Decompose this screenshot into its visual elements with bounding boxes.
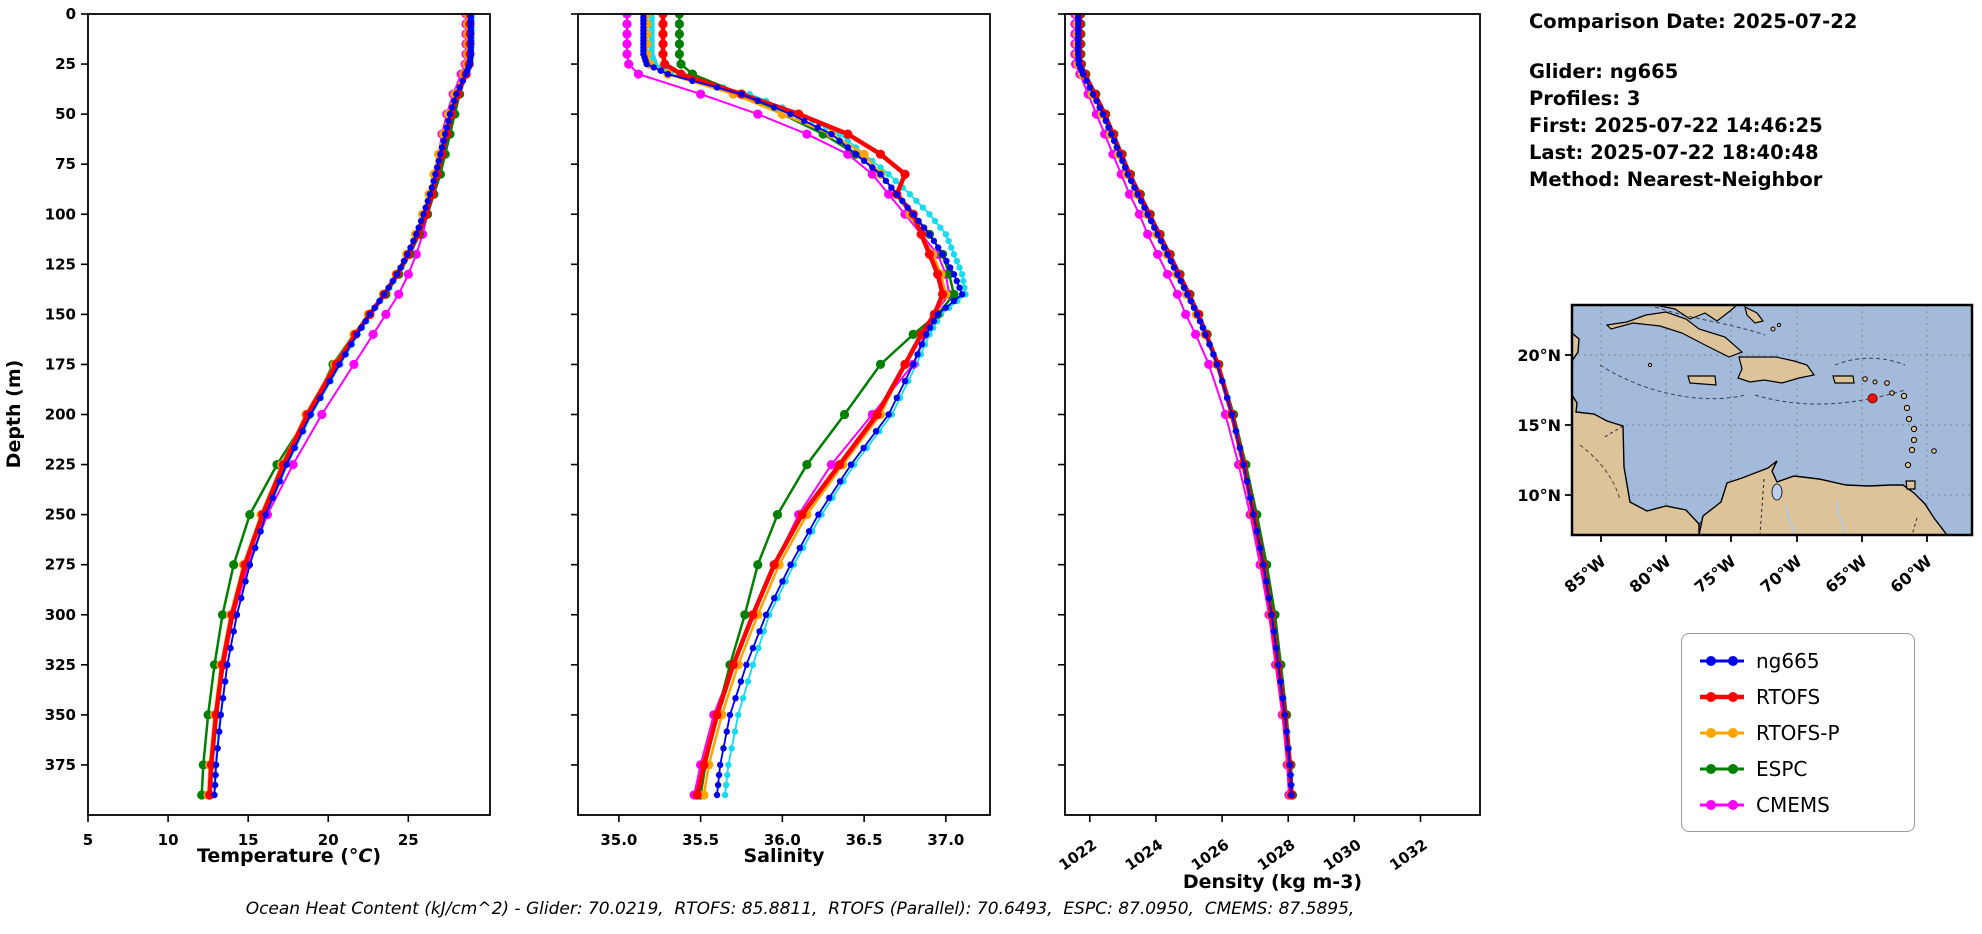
- map-frame: [1570, 303, 1974, 537]
- glider-name-text: Glider: ng665: [1529, 60, 1679, 83]
- legend-item-ng665: ng665: [1698, 647, 1898, 674]
- trinidad-island: [1905, 480, 1916, 490]
- legend-label: ESPC: [1756, 756, 1808, 781]
- legend-swatch: [1700, 691, 1744, 702]
- density-axis-label: Density (kg m-3): [1183, 871, 1362, 893]
- svg-text:150: 150: [45, 305, 76, 323]
- svg-text:350: 350: [45, 706, 76, 724]
- svg-text:35.0: 35.0: [600, 831, 637, 849]
- method-text: Method: Nearest-Neighbor: [1529, 168, 1823, 191]
- lat-label: 10°N: [1517, 486, 1561, 505]
- lon-label: 80°W: [1626, 551, 1675, 597]
- bahama-islands: [1744, 305, 1765, 324]
- legend-label: ng665: [1756, 648, 1820, 673]
- svg-text:200: 200: [45, 406, 76, 424]
- lon-label: 75°W: [1691, 551, 1740, 597]
- svg-text:1030: 1030: [1320, 836, 1365, 875]
- svg-text:225: 225: [45, 456, 76, 474]
- svg-text:0: 0: [66, 5, 76, 23]
- svg-text:10: 10: [158, 831, 179, 849]
- lon-label: 70°W: [1757, 551, 1806, 597]
- lat-label: 15°N: [1517, 416, 1561, 435]
- salinity-series-group: [622, 13, 969, 800]
- cuba-island: [1605, 311, 1744, 358]
- jamaica-island: [1687, 375, 1717, 386]
- lon-label: 65°W: [1822, 551, 1871, 597]
- info-spacer: [1529, 35, 1857, 58]
- density-profile-chart: 1022 1024 1026 1028 1030 1032 Density (kg m-3): [1056, 13, 1481, 893]
- legend-item-espc: ESPC: [1698, 755, 1898, 782]
- svg-text:175: 175: [45, 355, 76, 373]
- legend-item-cmems: CMEMS: [1698, 791, 1898, 818]
- svg-text:1024: 1024: [1122, 836, 1167, 875]
- legend-swatch: [1700, 655, 1744, 666]
- svg-text:75: 75: [55, 155, 76, 173]
- hispaniola-island: [1737, 356, 1816, 384]
- river-line: [1785, 504, 1796, 535]
- svg-text:25: 25: [55, 55, 76, 73]
- map-ticks: [1565, 354, 1928, 542]
- svg-text:50: 50: [55, 105, 76, 123]
- svg-text:250: 250: [45, 506, 76, 524]
- svg-text:325: 325: [45, 656, 76, 674]
- svg-text:1022: 1022: [1056, 836, 1101, 875]
- ohc-caption: Ocean Heat Content (kJ/cm^2) - Glider: 7…: [245, 899, 1355, 919]
- last-profile-time-text: Last: 2025-07-22 18:40:48: [1529, 141, 1819, 164]
- svg-text:36.0: 36.0: [764, 831, 801, 849]
- legend-label: CMEMS: [1756, 792, 1830, 817]
- temperature-axis-label: Temperature (°C): [197, 845, 381, 867]
- legend-item-rtofs-p: RTOFS-P: [1698, 719, 1898, 746]
- svg-text:125: 125: [45, 255, 76, 273]
- svg-text:35.5: 35.5: [682, 831, 719, 849]
- river-line: [1835, 499, 1846, 535]
- lesser-antilles-arc: [1647, 322, 1937, 469]
- legend-swatch: [1700, 763, 1744, 774]
- lat-label: 20°N: [1517, 346, 1561, 365]
- density-series-group: [1070, 13, 1298, 800]
- svg-text:25: 25: [398, 831, 419, 849]
- profiles-count-text: Profiles: 3: [1529, 87, 1641, 110]
- svg-text:37.0: 37.0: [927, 831, 964, 849]
- salinity-profile-chart: 35.0 35.5 36.0 36.5 37.0 Salinity: [571, 13, 991, 867]
- info-panel: Comparison Date: 2025-07-22 Glider: ng66…: [1529, 8, 1857, 193]
- temperature-profile-chart: 0 25 50 75 100 125 150 175 200 225 250 275 300 325 350…: [3, 5, 491, 867]
- map-inset: 20°N 15°N 10°N 85°W 80°W 75°W 70°W 65°W …: [1517, 303, 1974, 597]
- temperature-series-group: [197, 13, 475, 800]
- legend-swatch: [1700, 799, 1744, 810]
- comparison-date-text: Comparison Date: 2025-07-22: [1529, 10, 1858, 33]
- legend-item-rtofs: RTOFS: [1698, 683, 1898, 710]
- legend-label: RTOFS: [1756, 684, 1821, 709]
- lon-label: 60°W: [1887, 551, 1936, 597]
- lake-maracaibo: [1771, 483, 1783, 501]
- puerto-rico-island: [1832, 375, 1855, 384]
- svg-text:15: 15: [238, 831, 259, 849]
- svg-text:20: 20: [318, 831, 339, 849]
- map-dashed-boundaries: [1579, 306, 1918, 535]
- salinity-axis-label: Salinity: [743, 845, 825, 867]
- svg-text:5: 5: [83, 831, 93, 849]
- svg-text:1028: 1028: [1254, 836, 1299, 875]
- legend-swatch: [1700, 727, 1744, 738]
- legend: ng665 RTOFS RTOFS-P ESPC CMEMS: [1681, 633, 1915, 832]
- svg-text:1032: 1032: [1386, 836, 1431, 875]
- glider-location-marker: [1867, 393, 1878, 404]
- legend-label: RTOFS-P: [1756, 720, 1840, 745]
- svg-text:300: 300: [45, 606, 76, 624]
- svg-text:375: 375: [45, 756, 76, 774]
- lon-label: 85°W: [1561, 551, 1610, 597]
- svg-text:100: 100: [45, 205, 76, 223]
- first-profile-time-text: First: 2025-07-22 14:46:25: [1529, 114, 1823, 137]
- svg-text:1026: 1026: [1188, 836, 1233, 875]
- svg-text:36.5: 36.5: [846, 831, 883, 849]
- svg-text:275: 275: [45, 556, 76, 574]
- depth-axis-label: Depth (m): [3, 360, 25, 469]
